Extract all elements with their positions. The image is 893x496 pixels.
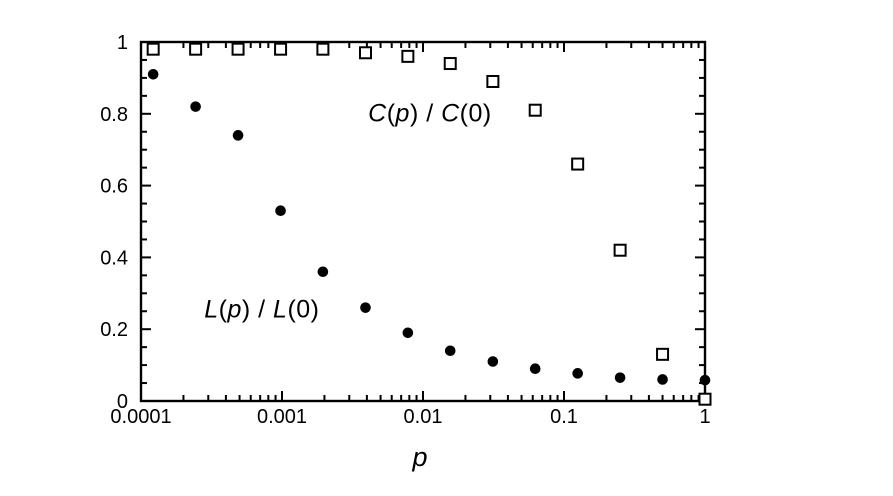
y-tick-label: 1 <box>117 32 128 54</box>
plot-frame <box>139 40 707 403</box>
data-point-open-square <box>443 57 457 71</box>
data-point-open-square <box>358 46 372 60</box>
data-point-open-square <box>274 42 288 56</box>
data-point-open-square <box>189 42 203 56</box>
data-point-open-square <box>316 42 330 56</box>
data-point-filled-circle <box>317 266 329 278</box>
x-tick-label: 0.0001 <box>110 406 171 428</box>
data-point-filled-circle <box>529 363 541 374</box>
x-tick-label: 0.1 <box>550 406 578 428</box>
data-point-open-square <box>698 392 712 406</box>
data-point-open-square <box>231 42 245 56</box>
data-point-open-square <box>571 157 585 171</box>
y-tick-label: 0 <box>117 391 128 413</box>
data-point-filled-circle <box>402 327 414 339</box>
y-tick-label: 0.6 <box>100 176 128 198</box>
data-point-filled-circle <box>657 374 668 385</box>
x-axis-title: p <box>412 442 428 472</box>
y-tick-label: 0.4 <box>100 247 128 269</box>
data-point-filled-circle <box>275 205 286 217</box>
data-point-open-square <box>486 74 500 88</box>
series-label-path-length: L(p) / L(0) <box>204 295 320 324</box>
x-tick-label: 1 <box>699 406 710 428</box>
x-tick-label: 0.01 <box>404 406 443 428</box>
y-tick-label: 0.8 <box>100 104 128 126</box>
series-label-clustering: C(p) / C(0) <box>368 99 492 128</box>
data-point-filled-circle <box>147 69 159 80</box>
data-point-open-square <box>656 347 670 361</box>
data-point-filled-circle <box>614 372 626 383</box>
data-point-open-square <box>146 42 160 56</box>
x-tick-label: 0.001 <box>257 406 307 428</box>
data-point-filled-circle <box>572 368 583 379</box>
data-point-filled-circle <box>190 101 201 112</box>
data-point-open-square <box>613 243 627 257</box>
data-point-filled-circle <box>232 130 244 141</box>
data-point-open-square <box>401 49 415 63</box>
y-tick-label: 0.2 <box>100 319 128 341</box>
data-point-filled-circle <box>487 356 499 367</box>
data-point-filled-circle <box>360 302 371 313</box>
data-point-open-square <box>528 103 542 117</box>
data-point-filled-circle <box>444 345 456 357</box>
data-point-filled-circle <box>699 374 711 386</box>
